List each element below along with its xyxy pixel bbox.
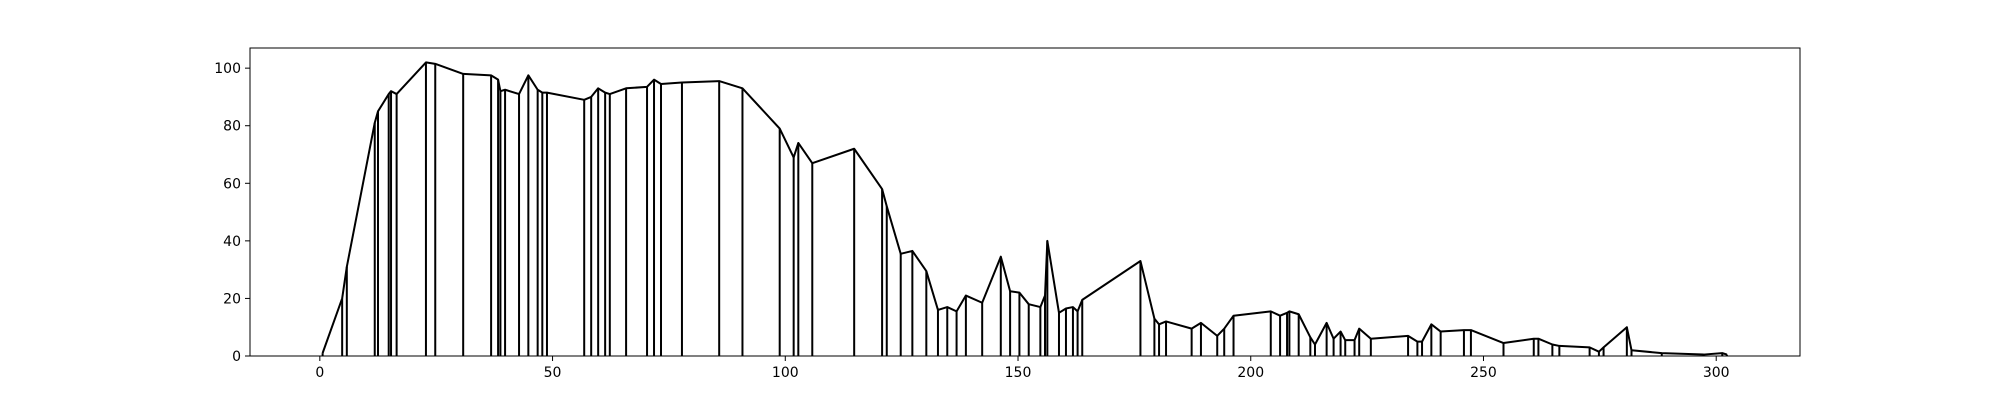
x-axis: 0 50 100 150 200 250 300 [315, 356, 1730, 381]
y-tick-label: 40 [223, 234, 241, 250]
series-layer [321, 61, 1728, 356]
axes-frame [249, 47, 1801, 357]
x-tick-label: 200 [1237, 365, 1264, 381]
x-tick-label: 300 [1703, 365, 1730, 381]
y-axis: 0 20 40 60 80 100 [214, 61, 250, 365]
y-tick-label: 0 [232, 349, 241, 365]
y-tick-label: 100 [214, 61, 241, 77]
x-tick-label: 100 [772, 365, 799, 381]
series-line-0 [321, 61, 1728, 356]
x-tick-label: 250 [1470, 365, 1497, 381]
y-tick-label: 60 [223, 176, 241, 192]
x-tick-label: 150 [1005, 365, 1032, 381]
x-tick-label: 0 [315, 365, 324, 381]
y-tick-label: 20 [223, 291, 241, 307]
drop-lines-layer [321, 62, 1728, 356]
y-tick-label: 80 [223, 119, 241, 135]
x-tick-label: 50 [544, 365, 562, 381]
